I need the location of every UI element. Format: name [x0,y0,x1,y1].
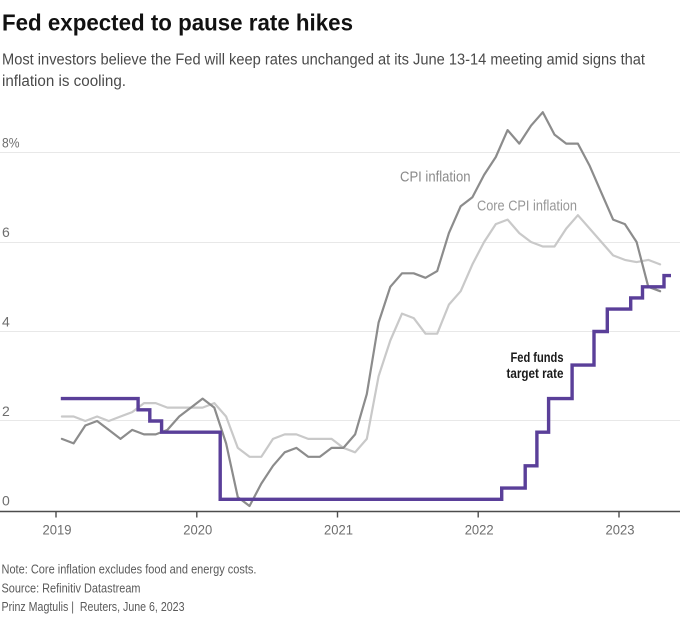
svg-text:CPI inflation: CPI inflation [400,169,471,186]
svg-text:8%: 8% [2,135,20,151]
svg-text:Fed expected to pause rate hik: Fed expected to pause rate hikes [2,10,353,36]
svg-text:4: 4 [2,314,10,330]
svg-text:2: 2 [2,403,10,419]
svg-text:Fed funds: Fed funds [511,350,564,365]
svg-text:2020: 2020 [183,522,212,538]
svg-text:2019: 2019 [43,522,72,538]
svg-text:target rate: target rate [507,366,564,381]
svg-text:Source: Refinitiv Datastream: Source: Refinitiv Datastream [2,582,141,596]
svg-text:Most investors believe the Fed: Most investors believe the Fed will keep… [2,52,646,69]
svg-text:2022: 2022 [465,522,494,538]
svg-text:Core CPI inflation: Core CPI inflation [477,198,577,215]
svg-text:inflation is cooling.: inflation is cooling. [2,73,126,90]
svg-text:6: 6 [2,224,10,240]
svg-text:Note: Core inflation excludes: Note: Core inflation excludes food and e… [2,563,257,577]
svg-text:2021: 2021 [324,522,353,538]
svg-text:2023: 2023 [606,522,635,538]
svg-text:0: 0 [2,493,10,509]
svg-text:Prinz Magtulis | Reuters, Jun: Prinz Magtulis | Reuters, June 6, 2023 [2,600,185,614]
